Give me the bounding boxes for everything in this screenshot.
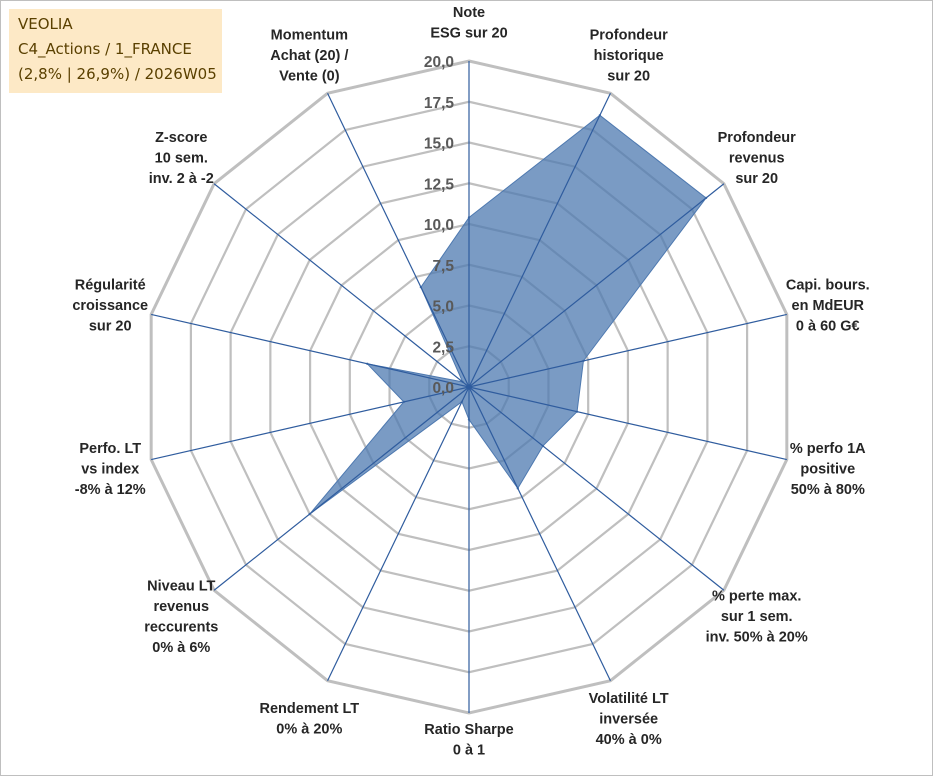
tick-label-layer: 0,0 2,5 5,0 7,5 10,0 12,5 15,0 17,5 20,0 [424, 54, 455, 397]
header-box: VEOLIA C4_Actions / 1_FRANCE (2,8% | 26,… [9, 9, 222, 93]
axis-spoke [468, 386, 725, 591]
tick-label: 12,5 [424, 176, 455, 193]
tick-label: 0,0 [432, 380, 454, 397]
axis-spoke [468, 386, 611, 681]
axis-spoke [468, 313, 787, 388]
axis-label: Profondeur revenus sur 20 [718, 130, 796, 187]
axis-spoke [468, 93, 611, 388]
axis-label: Ratio Sharpe 0 à 1 [424, 722, 513, 759]
axis-label: Capi. bours. en MdEUR 0 à 60 G€ [786, 277, 870, 334]
header-category: C4_Actions / 1_FRANCE [18, 40, 192, 58]
axis-spoke [151, 386, 470, 461]
tick-label: 5,0 [432, 299, 454, 316]
tick-label: 10,0 [424, 217, 454, 234]
axis-label: Momentum Achat (20) / Vente (0) [270, 28, 348, 85]
series-layer [308, 114, 708, 516]
axis-label: Régularité croissance sur 20 [72, 277, 148, 334]
axis-label: Z-score 10 sem. inv. 2 à -2 [149, 130, 214, 187]
axis-label: Niveau LT revenus reccurents 0% à 6% [144, 578, 218, 656]
axis-spoke [327, 93, 470, 388]
spoke-layer [151, 61, 787, 713]
axis-label: Note ESG sur 20 [430, 5, 507, 42]
axis-label: Perfo. LT vs index -8% à 12% [75, 441, 146, 498]
tick-label: 20,0 [424, 54, 454, 71]
axis-spoke [213, 183, 470, 388]
tick-label: 17,5 [424, 95, 455, 112]
tick-label: 7,5 [432, 258, 454, 275]
axis-label: Rendement LT 0% à 20% [260, 701, 360, 738]
axis-spoke [468, 386, 787, 461]
axis-label: % perte max. sur 1 sem. inv. 50% à 20% [706, 589, 808, 646]
tick-label: 2,5 [432, 339, 454, 356]
axis-label: Volatilité LT inversée 40% à 0% [589, 691, 669, 748]
axis-label: Profondeur historique sur 20 [590, 28, 668, 85]
axis-spoke [468, 183, 725, 388]
header-title: VEOLIA [18, 15, 73, 33]
series-area [309, 114, 707, 515]
axis-spoke [151, 313, 470, 388]
axis-label-layer: Note ESG sur 20 Profondeur historique sur 20… [72, 5, 869, 759]
header-stats: (2,8% | 26,9%) / 2026W05 [18, 65, 217, 83]
tick-label: 15,0 [424, 136, 454, 153]
axis-spoke [213, 386, 470, 591]
axis-label: % perfo 1A positive 50% à 80% [790, 441, 866, 498]
axis-spoke [327, 386, 470, 681]
